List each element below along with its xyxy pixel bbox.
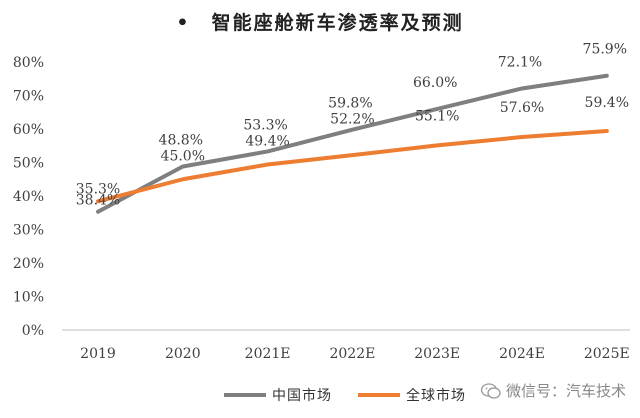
x-tick-label: 2022E [329,346,375,362]
legend: 中国市场 全球市场 [0,384,640,406]
legend-label-global: 全球市场 [406,388,466,404]
series-lines [96,73,609,214]
legend-swatch-global [358,393,400,397]
data-label-global: 38.4% [76,193,120,209]
data-label-china: 66.0% [413,75,457,91]
data-label-global: 49.4% [245,133,289,149]
y-tick-label: 10% [13,290,44,306]
x-axis: 2019 2020 2021E 2022E 2023E 2024E 2025E [62,329,630,362]
data-label-china: 75.9% [583,42,627,58]
x-tick-label: 2024E [499,346,545,362]
watermark: 微信号：汽车技术 [480,380,626,401]
x-tick-label: 2019 [80,346,116,362]
y-tick-label: 60% [13,122,44,138]
x-tick-label: 2025E [584,346,630,362]
y-axis: 0% 10% 20% 30% 40% 50% 60% 70% 80% [13,55,44,339]
data-label-china: 35.3% [76,181,120,197]
legend-item-global: 全球市场 [358,384,466,406]
chart-title: • 智能座舱新车渗透率及预测 [176,12,464,34]
data-label-global: 55.1% [415,108,459,124]
data-label-china: 53.3% [243,117,287,133]
y-tick-label: 80% [13,55,44,71]
y-tick-label: 70% [13,89,44,105]
data-label-global: 52.2% [330,112,374,128]
data-label-china: 48.8% [159,133,203,149]
data-label-global: 45.0% [161,149,205,165]
wechat-icon [480,382,501,399]
data-labels: 35.3% 48.8% 53.3% 59.8% 66.0% 72.1% 75.9% 38.4%… [76,42,629,209]
x-tick-label: 2021E [245,346,291,362]
y-tick-label: 50% [13,156,44,172]
x-tick-label: 2020 [165,346,201,362]
y-tick-label: 40% [13,189,44,205]
y-tick-label: 30% [13,223,44,239]
y-tick-label: 0% [22,323,44,339]
data-label-global: 59.4% [585,95,629,111]
x-tick-label: 2023E [414,346,460,362]
data-label-global: 57.6% [500,100,544,116]
legend-item-china: 中国市场 [224,384,332,406]
legend-label-china: 中国市场 [272,388,332,404]
data-label-china: 72.1% [498,54,542,70]
data-label-china: 59.8% [328,96,372,112]
watermark-text: 微信号：汽车技术 [505,382,626,400]
y-tick-label: 20% [13,256,44,272]
legend-swatch-china [224,393,266,397]
